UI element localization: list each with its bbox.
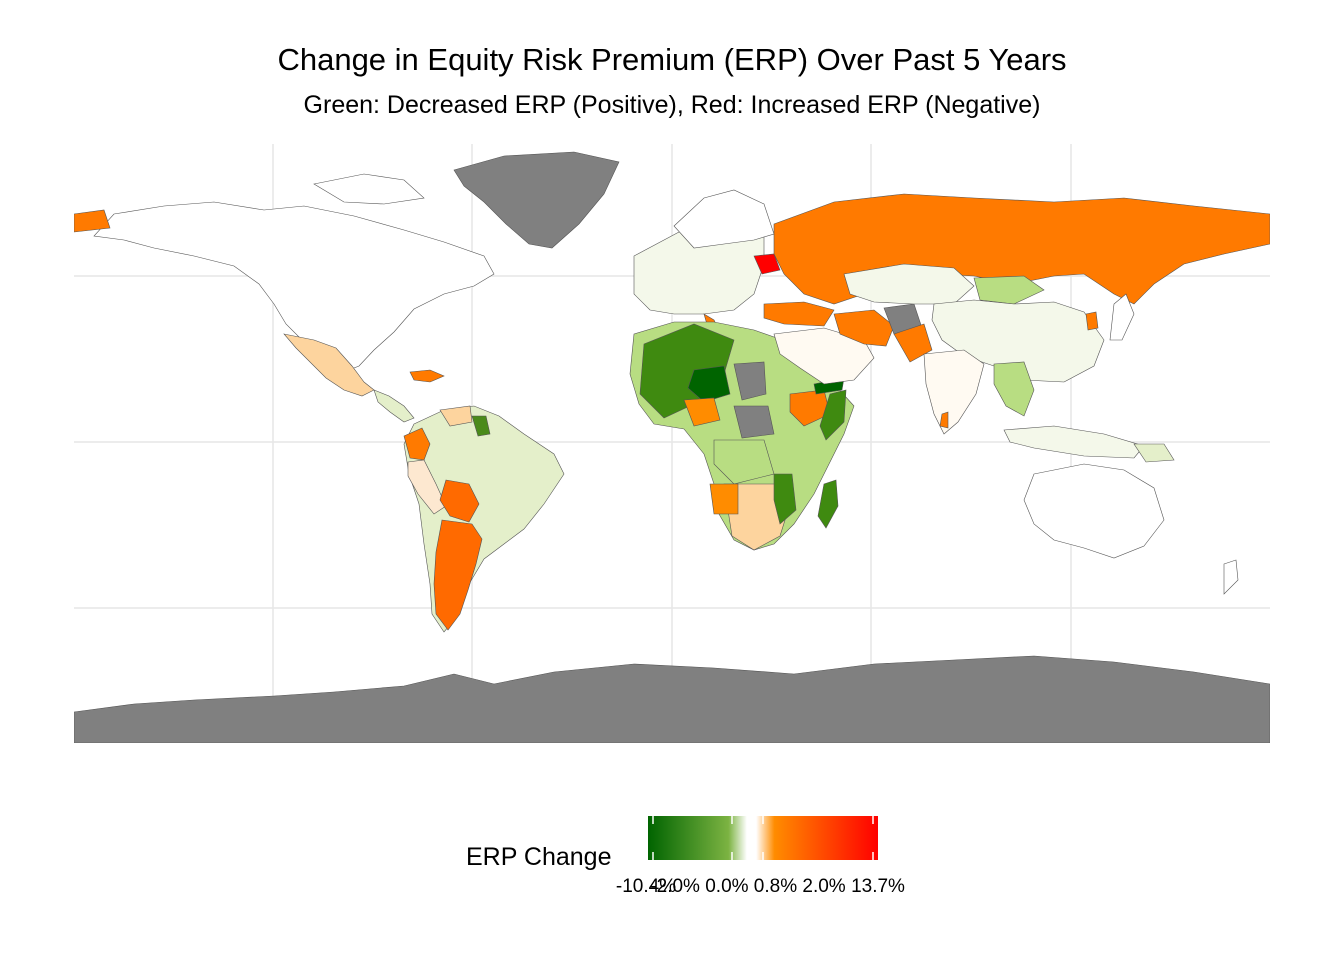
mozambique <box>773 473 797 525</box>
legend-color-bar <box>648 816 878 860</box>
legend-title: ERP Change <box>466 843 612 871</box>
caribbean <box>409 369 445 383</box>
southeast-asia <box>993 361 1035 417</box>
central-africa-nodata <box>733 405 775 439</box>
drc <box>713 439 775 485</box>
greenland <box>453 151 620 249</box>
middle-east <box>773 327 875 385</box>
belarus <box>753 253 781 275</box>
sri-lanka <box>939 411 949 429</box>
peru <box>407 459 447 515</box>
chukotka <box>74 209 111 233</box>
papua <box>1133 443 1175 463</box>
mongolia <box>973 275 1045 305</box>
legend-tick-max: 13.7% <box>851 876 905 897</box>
colombia <box>403 427 431 461</box>
arctic-islands <box>313 173 425 205</box>
chart-title: Change in Equity Risk Premium (ERP) Over… <box>277 42 1067 77</box>
bolivia <box>439 479 480 523</box>
pakistan <box>893 323 933 363</box>
korea <box>1085 311 1099 331</box>
new-zealand <box>1223 559 1239 595</box>
antarctica <box>74 655 1270 743</box>
japan <box>1109 293 1135 341</box>
mexico <box>283 333 375 397</box>
iran <box>833 309 895 347</box>
world-map <box>74 144 1270 743</box>
central-america <box>373 389 415 423</box>
australia <box>1023 463 1165 559</box>
chart-subtitle: Green: Decreased ERP (Positive), Red: In… <box>303 91 1041 119</box>
china <box>931 299 1105 383</box>
legend-tick-min: -10.4% <box>615 876 677 897</box>
balkans-turkey <box>763 301 835 327</box>
guyanas <box>471 415 491 437</box>
indonesia <box>1003 425 1145 459</box>
india <box>923 349 985 435</box>
angola <box>709 483 739 515</box>
argentina <box>433 519 483 631</box>
nigeria <box>683 397 721 427</box>
madagascar <box>817 479 839 529</box>
chad <box>687 365 731 403</box>
sudan <box>733 361 767 401</box>
somalia <box>819 389 847 441</box>
venezuela <box>439 405 473 427</box>
north-america <box>93 201 495 373</box>
legend-tick-mid: -2.0% 0.0% 0.8% 2.0% <box>650 876 846 897</box>
